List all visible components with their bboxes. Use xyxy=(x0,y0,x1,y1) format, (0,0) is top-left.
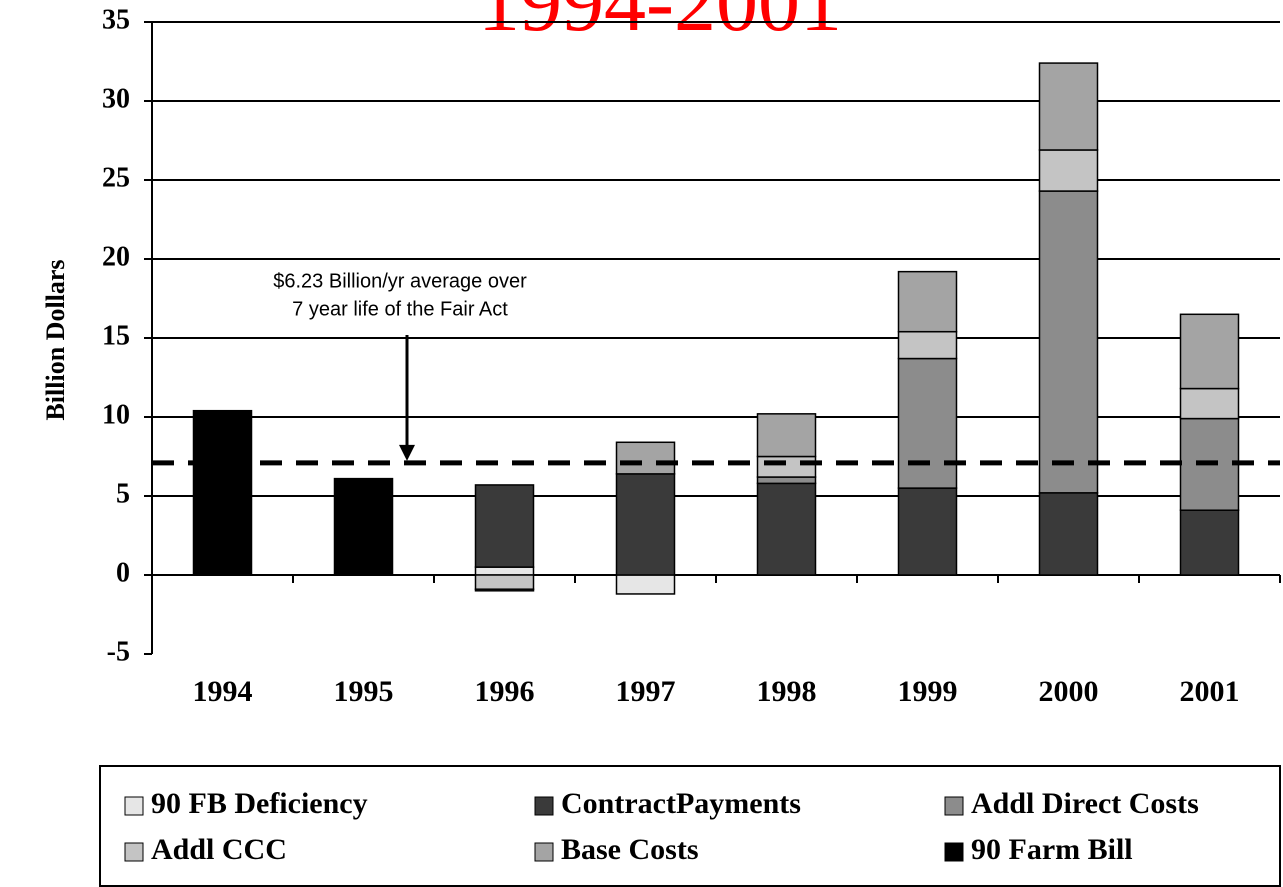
legend-swatch xyxy=(944,842,964,862)
y-tick-label: 35 xyxy=(102,4,130,35)
bar-segment xyxy=(897,330,958,360)
bar-segment xyxy=(474,588,535,592)
legend-swatch xyxy=(124,796,144,816)
bar-segment xyxy=(474,574,535,590)
bar-segment xyxy=(1179,509,1240,576)
y-tick-label: -5 xyxy=(107,636,130,667)
legend-label: Addl CCC xyxy=(151,833,287,866)
legend-label: Addl Direct Costs xyxy=(971,787,1199,820)
y-axis-label: Billion Dollars xyxy=(41,259,70,420)
x-tick-label: 1996 xyxy=(475,675,535,708)
annotation: 7 year life of the Fair Act xyxy=(292,298,508,320)
bar-segment xyxy=(756,413,817,458)
bar-segment xyxy=(756,482,817,576)
x-tick-label: 2000 xyxy=(1039,675,1099,708)
bar-segment xyxy=(1038,62,1099,151)
legend-box xyxy=(99,765,1281,887)
legend-label: 90 FB Deficiency xyxy=(151,787,368,820)
y-tick-label: 10 xyxy=(102,399,130,430)
x-tick-label: 1999 xyxy=(898,675,958,708)
legend-swatch xyxy=(534,842,554,862)
bar-segment xyxy=(897,357,958,489)
y-tick-label: 15 xyxy=(102,320,130,351)
bar-segment xyxy=(1179,313,1240,390)
annotation-arrowhead xyxy=(399,444,415,461)
x-tick-label: 1998 xyxy=(757,675,817,708)
bar-segment xyxy=(1179,387,1240,420)
bar-segment xyxy=(192,409,253,576)
bar-segment xyxy=(474,566,535,576)
bar-segment xyxy=(1038,149,1099,192)
y-tick-label: 20 xyxy=(102,241,130,272)
annotation: $6.23 Billion/yr average over xyxy=(273,270,527,292)
legend-label: Base Costs xyxy=(561,833,699,866)
bar-segment xyxy=(1038,190,1099,494)
bar-segment xyxy=(615,441,676,475)
chart-title: 1994-2001 xyxy=(478,0,842,49)
legend-label: ContractPayments xyxy=(561,787,801,820)
bar-segment xyxy=(897,487,958,576)
legend-label: 90 Farm Bill xyxy=(971,833,1133,866)
y-tick-label: 25 xyxy=(102,162,130,193)
x-tick-label: 2001 xyxy=(1180,675,1240,708)
x-tick-label: 1995 xyxy=(334,675,394,708)
y-tick-label: 5 xyxy=(116,478,130,509)
legend-swatch xyxy=(124,842,144,862)
legend-swatch xyxy=(534,796,554,816)
x-tick-label: 1994 xyxy=(193,675,253,708)
x-tick-label: 1997 xyxy=(616,675,676,708)
bar-segment xyxy=(615,574,676,595)
bar-segment xyxy=(1038,492,1099,576)
y-tick-label: 30 xyxy=(102,83,130,114)
y-tick-label: 0 xyxy=(116,557,130,588)
bar-segment xyxy=(474,484,535,568)
bar-segment xyxy=(615,473,676,576)
bar-segment xyxy=(333,477,394,576)
bar-segment xyxy=(756,455,817,478)
legend-swatch xyxy=(944,796,964,816)
bar-segment xyxy=(756,476,817,485)
bar-segment xyxy=(897,270,958,333)
